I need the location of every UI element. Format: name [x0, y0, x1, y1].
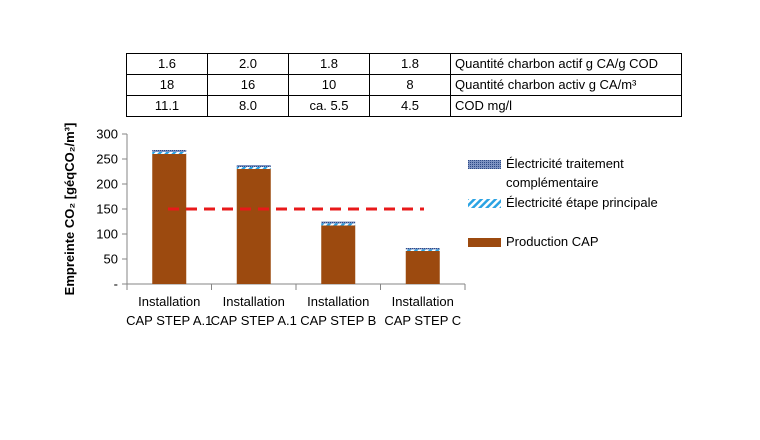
table-cell: ca. 5.5 — [288, 95, 370, 117]
x-tick-label: CAP STEP A.1 — [126, 313, 212, 328]
data-table: 1.6 2.0 1.8 1.8 Quantité charbon actif g CA/… — [126, 53, 682, 117]
bar-segment — [405, 248, 440, 250]
table-row: 1.6 2.0 1.8 1.8 Quantité charbon actif g CA/… — [126, 53, 682, 75]
y-tick-label: - — [114, 277, 118, 292]
legend-swatch — [468, 199, 501, 208]
legend-label: Électricité étape principale — [506, 195, 658, 210]
table-row-label: Quantité charbon activ g CA/m³ — [450, 74, 682, 96]
table-row: 18 16 10 8 Quantité charbon activ g CA/m³ — [126, 74, 682, 96]
bar-segment — [236, 169, 271, 284]
y-tick-label: 300 — [96, 127, 118, 142]
legend-label: Électricité traitement — [506, 156, 624, 171]
x-tick-label: Installation — [392, 294, 454, 309]
y-tick-label: 200 — [96, 177, 118, 192]
legend-swatch — [468, 160, 501, 169]
x-tick-label: CAP STEP B — [300, 313, 376, 328]
table-row: 11.1 8.0 ca. 5.5 4.5 COD mg/l — [126, 95, 682, 117]
x-tick-label: Installation — [307, 294, 369, 309]
y-tick-label: 250 — [96, 152, 118, 167]
bar-segment — [152, 154, 187, 284]
bar-segment — [236, 167, 271, 169]
table-row-label: COD mg/l — [450, 95, 682, 117]
bar-segment — [321, 223, 356, 226]
table-row-label: Quantité charbon actif g CA/g COD — [450, 53, 682, 75]
x-tick-label: Installation — [138, 294, 200, 309]
x-tick-label: Installation — [223, 294, 285, 309]
x-tick-label: CAP STEP A.1 — [211, 313, 297, 328]
bar-segment — [405, 249, 440, 251]
bar-segment — [152, 152, 187, 154]
legend-label: Production CAP — [506, 234, 599, 249]
bar-segment — [321, 221, 356, 224]
x-tick-label: CAP STEP C — [384, 313, 461, 328]
legend-swatch — [468, 238, 501, 247]
table-cell: 4.5 — [369, 95, 451, 117]
bar-segment — [152, 150, 187, 152]
y-tick-label: 50 — [104, 252, 118, 267]
legend-label: complémentaire — [506, 175, 599, 190]
y-tick-label: 150 — [96, 202, 118, 217]
y-tick-label: 100 — [96, 227, 118, 242]
bar-segment — [405, 251, 440, 284]
y-axis-label: Empreinte CO₂ [géqCO₂/m³] — [62, 123, 77, 296]
bar-segment — [236, 165, 271, 167]
bar-segment — [321, 225, 356, 284]
